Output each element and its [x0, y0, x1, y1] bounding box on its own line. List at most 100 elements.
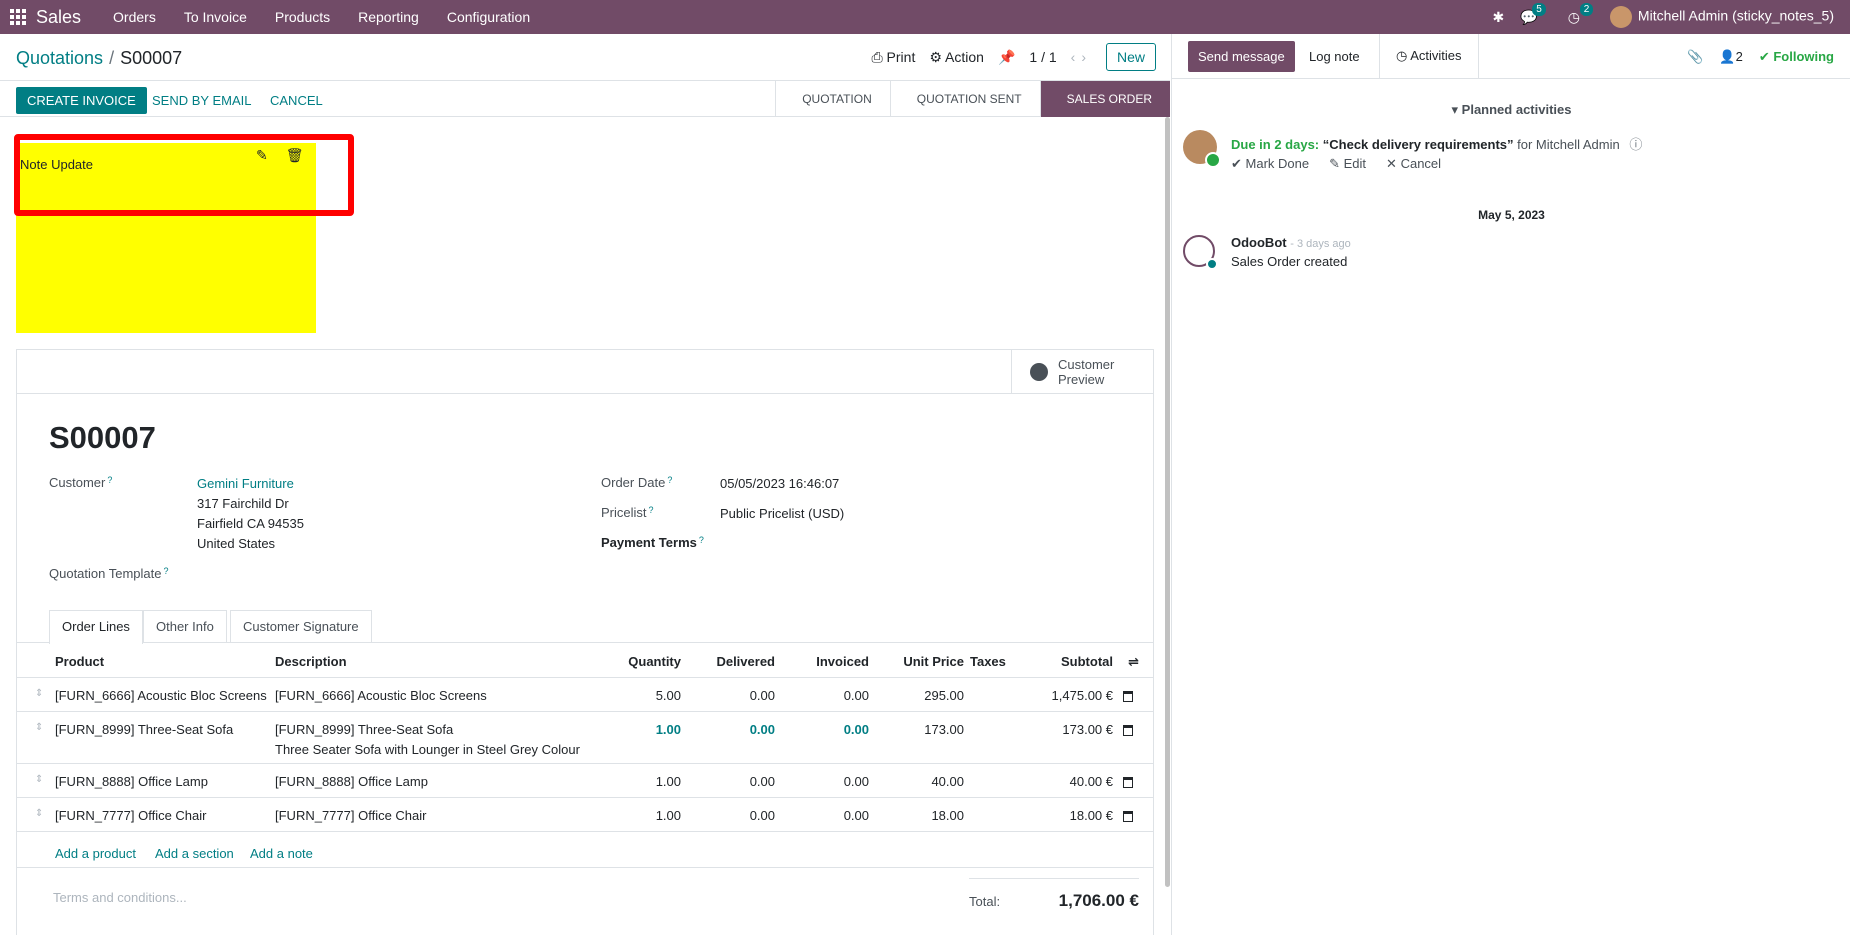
- stage-quotation-sent[interactable]: QUOTATION SENT: [889, 81, 1040, 117]
- activity-menu[interactable]: ◷ 2: [1567, 2, 1594, 26]
- table-row[interactable]: ⇕ [FURN_6666] Acoustic Bloc Screens [FUR…: [17, 678, 1153, 712]
- stage-quotation[interactable]: QUOTATION: [775, 81, 890, 117]
- breadcrumb: Quotations / S00007: [16, 48, 182, 69]
- tab-other-info[interactable]: Other Info: [143, 610, 227, 643]
- create-invoice-button[interactable]: CREATE INVOICE: [16, 87, 147, 114]
- drag-handle-icon[interactable]: ⇕: [35, 774, 44, 785]
- app-brand[interactable]: Sales: [36, 6, 82, 27]
- cell-delivered[interactable]: 0.00: [749, 774, 775, 789]
- send-message-button[interactable]: Send message: [1188, 41, 1295, 72]
- followers-button[interactable]: 👤2: [1719, 49, 1742, 65]
- paperclip-icon[interactable]: 📎: [1687, 49, 1704, 64]
- table-row[interactable]: ⇕ [FURN_8999] Three-Seat Sofa [FURN_8999…: [17, 712, 1153, 764]
- info-icon[interactable]: ⓘ: [1629, 137, 1643, 152]
- add-note-link[interactable]: Add a note: [250, 846, 313, 861]
- apps-menu-button[interactable]: [0, 0, 36, 34]
- send-by-email-button[interactable]: SEND BY EMAIL: [152, 93, 252, 108]
- breadcrumb-quotations[interactable]: Quotations: [16, 48, 104, 68]
- cell-description[interactable]: [FURN_8888] Office Lamp: [275, 774, 428, 789]
- pin-icon[interactable]: 📌: [997, 48, 1016, 65]
- row-trash-icon[interactable]: [1123, 776, 1133, 791]
- terms-field[interactable]: Terms and conditions...: [53, 890, 187, 905]
- cell-invoiced[interactable]: 0.00: [843, 808, 869, 823]
- column-settings-icon[interactable]: ⇌: [1128, 654, 1139, 669]
- header-description[interactable]: Description: [275, 654, 347, 669]
- cell-delivered[interactable]: 0.00: [749, 688, 775, 703]
- header-unit-price[interactable]: Unit Price: [903, 654, 964, 669]
- cell-quantity[interactable]: 1.00: [655, 808, 681, 823]
- customer-preview-button[interactable]: Customer Preview: [1011, 350, 1153, 394]
- cell-product[interactable]: [FURN_6666] Acoustic Bloc Screens: [55, 688, 267, 703]
- cell-delivered[interactable]: 0.00: [749, 722, 775, 737]
- following-button[interactable]: ✔ Following: [1759, 49, 1834, 65]
- sticky-note[interactable]: Note Update ✎ 🗑: [16, 143, 316, 333]
- mark-done-button[interactable]: ✔ Mark Done: [1231, 156, 1309, 172]
- add-product-link[interactable]: Add a product: [55, 846, 136, 861]
- messaging-menu[interactable]: 💬 5: [1520, 2, 1546, 26]
- edit-activity-button[interactable]: ✎ Edit: [1329, 156, 1366, 172]
- new-button[interactable]: New: [1105, 43, 1156, 71]
- log-note-button[interactable]: Log note: [1309, 49, 1360, 64]
- cell-invoiced[interactable]: 0.00: [843, 722, 869, 737]
- table-row[interactable]: ⇕ [FURN_7777] Office Chair [FURN_7777] O…: [17, 798, 1153, 832]
- header-subtotal[interactable]: Subtotal: [1061, 654, 1113, 669]
- order-date-value[interactable]: 05/05/2023 16:46:07: [720, 476, 840, 491]
- customer-link[interactable]: Gemini Furniture: [197, 476, 294, 491]
- header-delivered[interactable]: Delivered: [716, 654, 775, 669]
- action-button[interactable]: ⚙ Action: [929, 49, 984, 66]
- menu-to-invoice[interactable]: To Invoice: [183, 9, 247, 25]
- cancel-activity-button[interactable]: ✕ Cancel: [1386, 156, 1441, 172]
- menu-reporting[interactable]: Reporting: [358, 9, 419, 25]
- pricelist-value[interactable]: Public Pricelist (USD): [720, 506, 845, 521]
- drag-handle-icon[interactable]: ⇕: [35, 688, 44, 699]
- cell-invoiced[interactable]: 0.00: [843, 774, 869, 789]
- cell-quantity[interactable]: 1.00: [655, 722, 681, 737]
- activities-button[interactable]: ◷ Activities: [1379, 34, 1479, 79]
- table-row[interactable]: ⇕ [FURN_8888] Office Lamp [FURN_8888] Of…: [17, 764, 1153, 798]
- cell-invoiced[interactable]: 0.00: [843, 688, 869, 703]
- cell-unit-price[interactable]: 173.00: [924, 722, 964, 737]
- control-panel: Quotations / S00007 ⎙ Print ⚙ Action 📌 1 /…: [0, 34, 1170, 81]
- cell-product[interactable]: [FURN_8888] Office Lamp: [55, 774, 208, 789]
- cell-unit-price[interactable]: 295.00: [924, 688, 964, 703]
- header-invoiced[interactable]: Invoiced: [816, 654, 869, 669]
- menu-orders[interactable]: Orders: [113, 9, 156, 25]
- pager-value[interactable]: 1 / 1: [1029, 49, 1057, 65]
- form-scrollbar[interactable]: [1165, 117, 1170, 887]
- drag-handle-icon[interactable]: ⇕: [35, 722, 44, 733]
- planned-activities-toggle[interactable]: ▾ Planned activities: [1172, 102, 1850, 118]
- menu-products[interactable]: Products: [274, 9, 331, 25]
- header-quantity[interactable]: Quantity: [628, 654, 681, 669]
- drag-handle-icon[interactable]: ⇕: [35, 808, 44, 819]
- cell-unit-price[interactable]: 40.00: [931, 774, 964, 789]
- cancel-order-button[interactable]: CANCEL: [270, 93, 323, 108]
- cell-delivered[interactable]: 0.00: [749, 808, 775, 823]
- pager-prev-icon[interactable]: ‹: [1070, 49, 1082, 65]
- add-section-link[interactable]: Add a section: [155, 846, 234, 861]
- cell-product[interactable]: [FURN_7777] Office Chair: [55, 808, 207, 823]
- cell-description[interactable]: [FURN_8999] Three-Seat Sofa: [275, 722, 454, 737]
- cell-quantity[interactable]: 5.00: [655, 688, 681, 703]
- pencil-icon[interactable]: ✎: [256, 147, 268, 163]
- tab-order-lines[interactable]: Order Lines: [49, 610, 143, 644]
- header-taxes[interactable]: Taxes: [970, 654, 1006, 669]
- cell-description[interactable]: [FURN_6666] Acoustic Bloc Screens: [275, 688, 487, 703]
- cell-quantity[interactable]: 1.00: [655, 774, 681, 789]
- cell-unit-price[interactable]: 18.00: [931, 808, 964, 823]
- clock-icon: ◷: [1567, 8, 1580, 25]
- user-menu[interactable]: Mitchell Admin (sticky_notes_5): [1609, 6, 1834, 28]
- tab-customer-signature[interactable]: Customer Signature: [230, 610, 372, 643]
- stage-sales-order[interactable]: SALES ORDER: [1039, 81, 1170, 117]
- trash-icon[interactable]: 🗑: [285, 147, 304, 163]
- cell-product[interactable]: [FURN_8999] Three-Seat Sofa: [55, 722, 234, 737]
- row-trash-icon[interactable]: [1123, 810, 1133, 825]
- row-trash-icon[interactable]: [1123, 690, 1133, 705]
- menu-configuration[interactable]: Configuration: [446, 9, 531, 25]
- cell-description[interactable]: [FURN_7777] Office Chair: [275, 808, 427, 823]
- cell-description-detail[interactable]: Three Seater Sofa with Lounger in Steel …: [275, 742, 580, 757]
- pager-next-icon[interactable]: ›: [1081, 49, 1092, 65]
- debug-bug-icon[interactable]: ✱: [1492, 8, 1505, 25]
- header-product[interactable]: Product: [55, 654, 105, 669]
- row-trash-icon[interactable]: [1123, 724, 1133, 739]
- print-button[interactable]: ⎙ Print: [871, 49, 915, 66]
